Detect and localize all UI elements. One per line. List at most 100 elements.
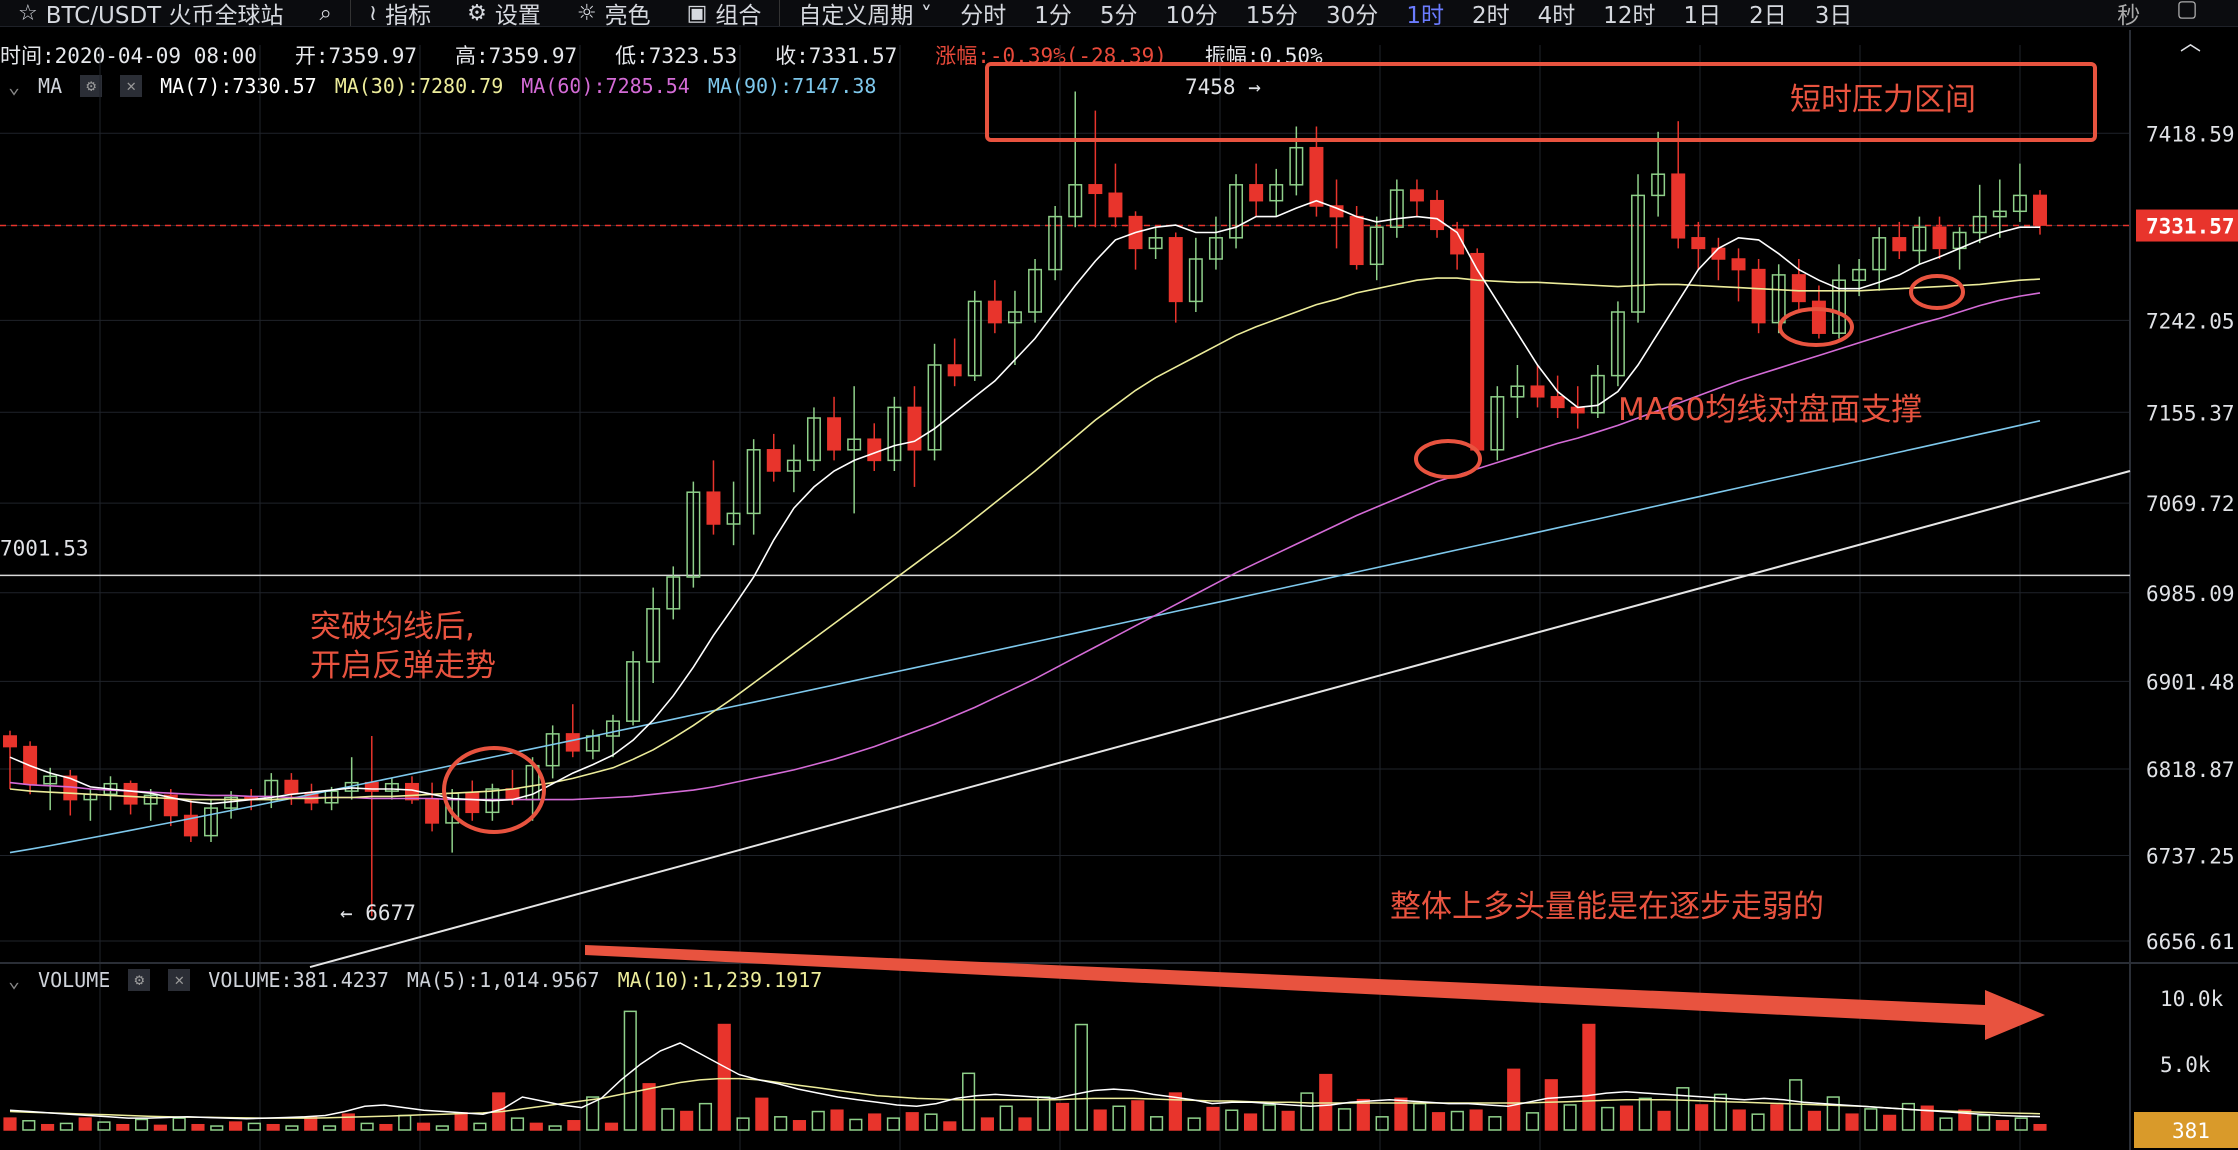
symbol-title[interactable]: ☆ BTC/USDT 火币全球站 [0,0,302,27]
seconds-button[interactable]: 秒 [2117,3,2141,27]
search-button[interactable]: ⌕ [302,1,350,26]
collapse-icon[interactable]: ⌄ [8,74,21,98]
candle-body [123,782,138,805]
period-10[interactable]: 1日 [1683,3,1722,27]
settings-button[interactable]: ⚙ 设置 [449,0,559,27]
volume-bar [1845,1113,1859,1131]
volume-close-icon[interactable]: ✕ [168,969,191,991]
period-7[interactable]: 2时 [1471,3,1510,27]
volume-bar [1582,1023,1596,1131]
ma60-value: MA(60):7285.54 [521,74,690,98]
volume-collapse-icon[interactable]: ⌄ [8,968,21,992]
price-tick-label: 6818.87 [2146,758,2235,782]
period-2[interactable]: 5分 [1099,3,1138,27]
volume-bar [1789,1079,1803,1131]
period-4[interactable]: 15分 [1245,3,1299,27]
candle-body [465,792,480,814]
candle-body [967,300,982,377]
price-tick-label: 7155.37 [2146,401,2235,425]
candle-body [2012,194,2027,213]
ma-settings-icon[interactable]: ⚙ [80,75,103,97]
volume-bar [1394,1097,1408,1131]
custom-period-dropdown[interactable]: 自定义周期 ˅ [798,0,932,26]
volume-bar [1206,1106,1220,1131]
candle-body [1028,268,1043,313]
volume-bar [1037,1096,1051,1131]
combo-button[interactable]: ▣ 组合 [669,0,780,27]
price-tick-label: 6656.61 [2146,930,2235,954]
candle-body [605,720,620,737]
volume-bar [22,1120,36,1131]
candle-body [1430,199,1445,231]
candle-body [163,794,178,817]
volume-bar [1601,1106,1615,1131]
search-icon[interactable]: ⌕ [319,0,332,26]
candle-body [626,661,641,722]
ma30-value: MA(30):7280.79 [334,74,504,98]
volume-bar [717,1023,731,1131]
volume-bar [1676,1087,1690,1131]
ma7-value: MA(7):7330.57 [160,74,317,98]
volume-bar [341,1113,355,1131]
candle-body [143,794,158,805]
star-icon[interactable]: ☆ [18,0,38,26]
indicators-button[interactable]: ≀ 指标 [351,0,449,27]
volume-bar [1638,1097,1652,1131]
volume-bar [3,1117,17,1131]
settings-label: 设置 [494,3,541,27]
volume-tick-label: 10.0k [2160,987,2224,1011]
indicators-icon: ≀ [368,0,378,26]
candle-body [1389,189,1404,228]
candle-body [1490,396,1505,451]
candle-body [867,438,882,462]
volume-bar [1920,1105,1934,1131]
ma-lines [9,199,2041,854]
current-price-badge [2136,209,2238,242]
volume-bar [228,1121,243,1131]
weakening-label: 整体上多头量能是在逐步走弱的 [1390,889,1824,925]
period-1[interactable]: 1分 [1034,3,1072,27]
period-6[interactable]: 1时 [1406,3,1444,27]
volume-bar [1958,1109,1972,1131]
volume-bar [379,1123,393,1131]
volume-bar [1807,1110,1822,1131]
support-circle-1 [1414,439,1482,479]
period-0[interactable]: 分时 [960,3,1007,27]
volume-bar [116,1123,130,1131]
volume-bar [924,1113,938,1131]
candle-body [1892,237,1907,252]
volume-bar [1488,1116,1502,1131]
period-8[interactable]: 4时 [1537,3,1576,27]
candle-body [786,459,801,472]
info-time: 时间:2020-04-09 08:00 [0,44,257,68]
period-9[interactable]: 12时 [1603,3,1656,27]
candle-body [1691,237,1706,250]
volume-bar [774,1116,788,1131]
volume-bar [980,1117,994,1131]
period-11[interactable]: 2日 [1749,3,1787,27]
volume-bar [1187,1117,1201,1131]
candle-body [1349,215,1364,266]
volume-current-badge [2134,1112,2238,1148]
candle-body [686,491,701,578]
ma90-line [9,420,2041,854]
period-3[interactable]: 10分 [1165,3,1218,27]
camera-icon[interactable]: ▢ [2176,0,2198,22]
candle-body [1369,226,1384,266]
trend-line [309,470,2131,969]
volume-bar [604,1122,619,1131]
ma-close-icon[interactable]: ✕ [120,75,143,97]
period-5[interactable]: 30分 [1326,3,1379,27]
candle-body [847,438,862,451]
chevron-up-icon[interactable]: ︿ [2180,31,2201,55]
theme-button[interactable]: ☼ 亮色 [559,0,669,27]
volume-bar [1262,1104,1276,1131]
period-12[interactable]: 3日 [1814,3,1853,27]
volume-ma5-line [9,1042,2041,1120]
ma90-value: MA(90):7147.38 [707,74,877,98]
volume-bar [97,1121,111,1131]
resistance-zone-box [985,62,2097,142]
breakout-circle [442,746,546,834]
volume-settings-icon[interactable]: ⚙ [128,969,151,991]
